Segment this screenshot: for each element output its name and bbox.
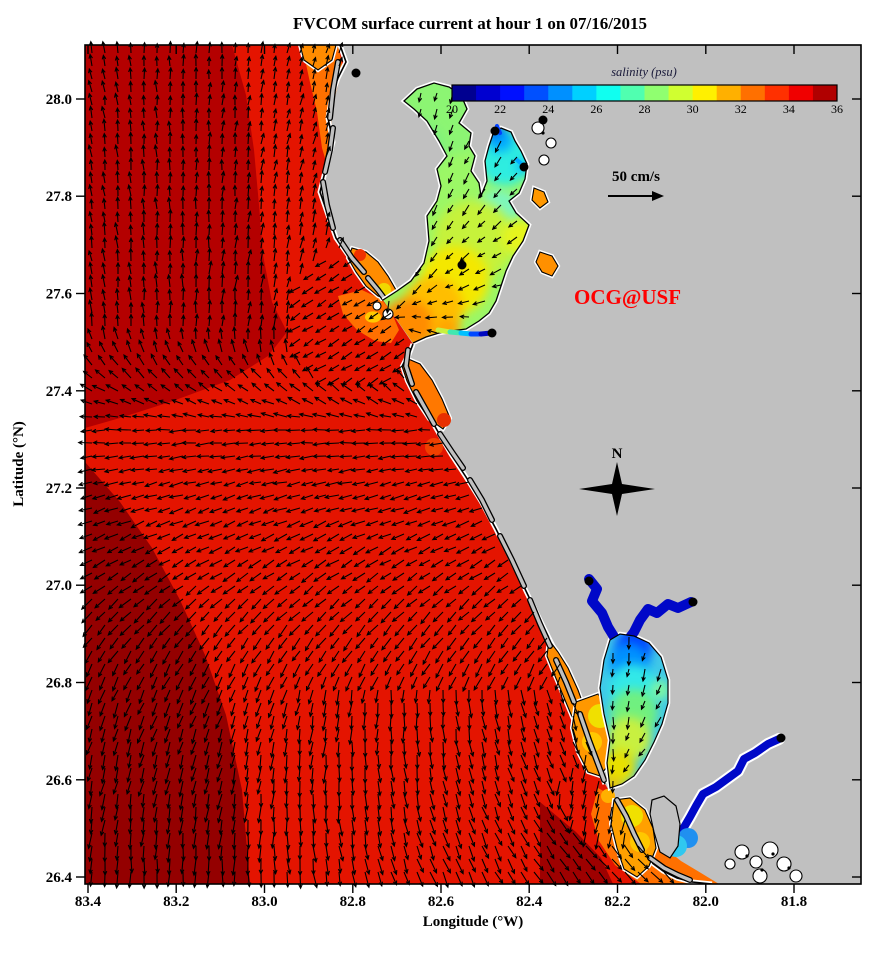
colorbar: salinity (psu) 20 22 24 26 28 30 32 34 36 <box>446 65 843 116</box>
vector-scale-label: 50 cm/s <box>612 169 660 185</box>
y-tick-label: 26.8 <box>46 676 72 692</box>
colorbar-tick-label: 34 <box>783 102 795 116</box>
axes: 83.4 83.2 83.0 82.8 82.6 82.4 82.2 82.0 81.8 28.0… <box>11 44 862 930</box>
y-tick-label: 26.4 <box>46 870 73 886</box>
x-tick-label: 83.0 <box>251 894 277 910</box>
colorbar-tick-label: 20 <box>446 102 458 116</box>
barrier-islands <box>320 59 693 883</box>
colorbar-tick-label: 30 <box>687 102 699 116</box>
watermark: OCG@USF <box>574 285 681 309</box>
vector-scale-legend: 50 cm/s <box>608 169 664 201</box>
y-tick-label: 27.0 <box>46 578 72 594</box>
station-markers <box>351 68 786 743</box>
figure-title: FVCOM surface current at hour 1 on 07/16… <box>293 14 647 33</box>
x-tick-label: 82.0 <box>693 894 719 910</box>
x-tick-label: 83.4 <box>75 894 102 910</box>
y-tick-label: 27.4 <box>46 384 73 400</box>
x-tick-label: 82.2 <box>604 894 630 910</box>
islands <box>372 90 803 884</box>
colorbar-tick-label: 26 <box>590 102 602 116</box>
x-axis-title: Longitude (°W) <box>423 914 524 930</box>
x-tick-label: 81.8 <box>781 894 807 910</box>
x-tick-label: 83.2 <box>163 894 189 910</box>
y-axis-title: Latitude (°N) <box>11 421 27 507</box>
colorbar-tick-label: 28 <box>639 102 651 116</box>
y-tick-label: 27.8 <box>46 189 72 205</box>
colorbar-tick-label: 22 <box>494 102 506 116</box>
x-tick-label: 82.6 <box>428 894 455 910</box>
compass-label: N <box>612 446 623 462</box>
x-tick-label: 82.8 <box>340 894 366 910</box>
y-tick-label: 28.0 <box>46 92 72 108</box>
current-vectors <box>77 40 675 890</box>
colorbar-tick-label: 36 <box>831 102 843 116</box>
y-tick-label: 27.6 <box>46 287 73 303</box>
y-tick-label: 26.6 <box>46 773 73 789</box>
compass-rose: N <box>579 446 655 516</box>
colorbar-tick-label: 24 <box>542 102 554 116</box>
colorbar-title: salinity (psu) <box>611 65 677 79</box>
colorbar-tick-label: 32 <box>735 102 747 116</box>
x-tick-label: 82.4 <box>516 894 543 910</box>
y-tick-label: 27.2 <box>46 481 72 497</box>
